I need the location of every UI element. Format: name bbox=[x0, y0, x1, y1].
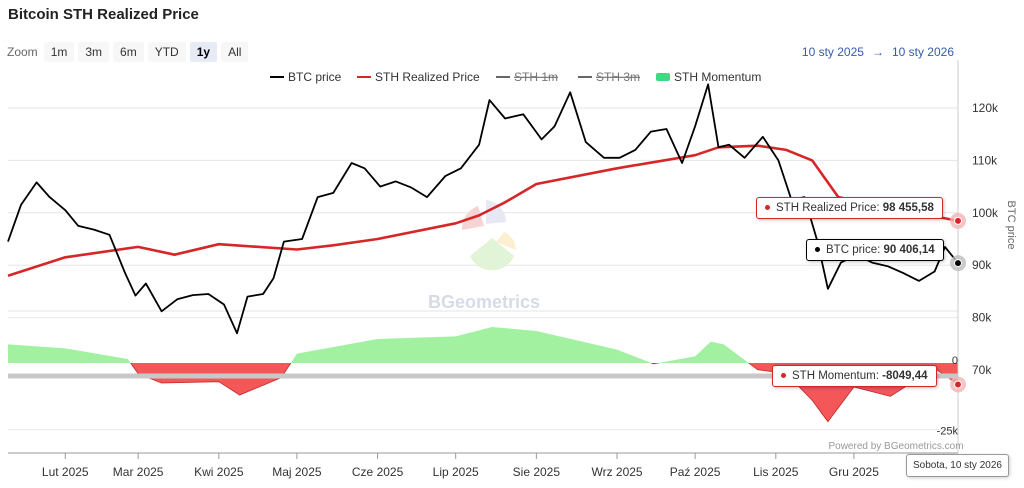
btc-tooltip-label: BTC price: bbox=[826, 244, 881, 256]
momentum-negative-line bbox=[130, 363, 959, 423]
sth-realized-tooltip: STH Realized Price: 98 455,58 bbox=[756, 197, 943, 219]
legend-item-label: STH Momentum bbox=[674, 70, 761, 84]
x-tick-label: Maj 2025 bbox=[272, 465, 322, 479]
momentum-positive-area bbox=[8, 327, 958, 363]
y-axis-title: BTC price bbox=[1005, 201, 1017, 250]
momentum-tick-label: -25k bbox=[937, 426, 959, 438]
sth-dot-icon bbox=[765, 205, 770, 211]
zoom-label: Zoom bbox=[7, 45, 38, 59]
x-tick-label: Paź 2025 bbox=[670, 465, 721, 479]
price-tick-label: 100k bbox=[972, 206, 999, 220]
legend-item-label: BTC price bbox=[288, 70, 342, 84]
credit-text[interactable]: Powered by BGeometrics.com bbox=[828, 441, 963, 452]
x-tick-label: Gru 2025 bbox=[829, 465, 879, 479]
zoom-1y-button[interactable]: 1y bbox=[189, 42, 218, 62]
watermark-logo: BGeometrics bbox=[428, 200, 540, 312]
momentum-tooltip-value: -8049,44 bbox=[882, 370, 928, 382]
grid-lines bbox=[8, 107, 958, 431]
legend-item-label: STH 1m bbox=[514, 70, 558, 84]
date-tooltip: Sobota, 10 sty 2026 bbox=[906, 454, 1009, 477]
range-arrow: → bbox=[871, 45, 884, 59]
legend-item-label: STH Realized Price bbox=[375, 70, 480, 84]
chart-area[interactable]: BTC price STH Realized Price STH 1m STH 3m S… bbox=[0, 60, 1024, 488]
chart-title: Bitcoin STH Realized Price bbox=[8, 6, 199, 23]
legend-item-label: STH 3m bbox=[596, 70, 640, 84]
legend-momentum-swatch bbox=[656, 73, 670, 81]
price-tick-label: 70k bbox=[972, 363, 992, 377]
x-tick-label: Lis 2025 bbox=[753, 465, 799, 479]
sth-tooltip-label: STH Realized Price: bbox=[776, 202, 880, 214]
zoom-1m-button[interactable]: 1m bbox=[43, 42, 75, 62]
x-tick-label: Kwi 2025 bbox=[194, 465, 244, 479]
sth-momentum-tooltip: STH Momentum: -8049,44 bbox=[772, 365, 937, 387]
watermark-text: BGeometrics bbox=[428, 292, 540, 312]
sth-marker bbox=[954, 216, 962, 225]
x-tick-label: Lip 2025 bbox=[433, 465, 479, 479]
zoom-3m-button[interactable]: 3m bbox=[78, 42, 110, 62]
legend: BTC price STH Realized Price STH 1m STH 3m S… bbox=[270, 70, 761, 84]
momentum-tooltip-label: STH Momentum: bbox=[792, 370, 879, 382]
x-tick-label: Mar 2025 bbox=[113, 465, 164, 479]
momentum-dot-icon bbox=[781, 373, 786, 379]
range-from[interactable]: 10 sty 2025 bbox=[801, 45, 864, 59]
date-range: 10 sty 2025 → 10 sty 2026 bbox=[802, 45, 954, 59]
price-tick-label: 80k bbox=[972, 311, 992, 325]
btc-price-tooltip: BTC price: 90 406,14 bbox=[806, 239, 944, 261]
axes: Lut 2025 Mar 2025 Kwi 2025 Maj 2025 Cze 2025… bbox=[8, 60, 1017, 479]
zoom-ytd-button[interactable]: YTD bbox=[147, 42, 186, 62]
x-tick-label: Cze 2025 bbox=[352, 465, 404, 479]
btc-dot-icon bbox=[815, 247, 820, 253]
momentum-tick-label: 0 bbox=[952, 355, 958, 367]
price-tick-label: 110k bbox=[972, 153, 998, 167]
price-tick-label: 90k bbox=[972, 258, 992, 272]
range-to[interactable]: 10 sty 2026 bbox=[891, 45, 954, 59]
zoom-controls: Zoom 1m 3m 6m YTD 1y All bbox=[7, 42, 249, 62]
sth-realized-price-line bbox=[7, 144, 959, 277]
sth-tooltip-value: 98 455,58 bbox=[882, 202, 934, 214]
end-markers bbox=[950, 212, 966, 393]
x-tick-label: Sie 2025 bbox=[513, 465, 561, 479]
btc-marker bbox=[954, 259, 962, 268]
btc-tooltip-value: 90 406,14 bbox=[883, 244, 935, 256]
zoom-all-button[interactable]: All bbox=[221, 42, 249, 62]
zoom-6m-button[interactable]: 6m bbox=[113, 42, 144, 62]
price-tick-label: 120k bbox=[972, 101, 999, 115]
x-tick-label: Wrz 2025 bbox=[591, 465, 642, 479]
x-tick-label: Lut 2025 bbox=[42, 465, 89, 479]
momentum-marker bbox=[954, 380, 962, 389]
